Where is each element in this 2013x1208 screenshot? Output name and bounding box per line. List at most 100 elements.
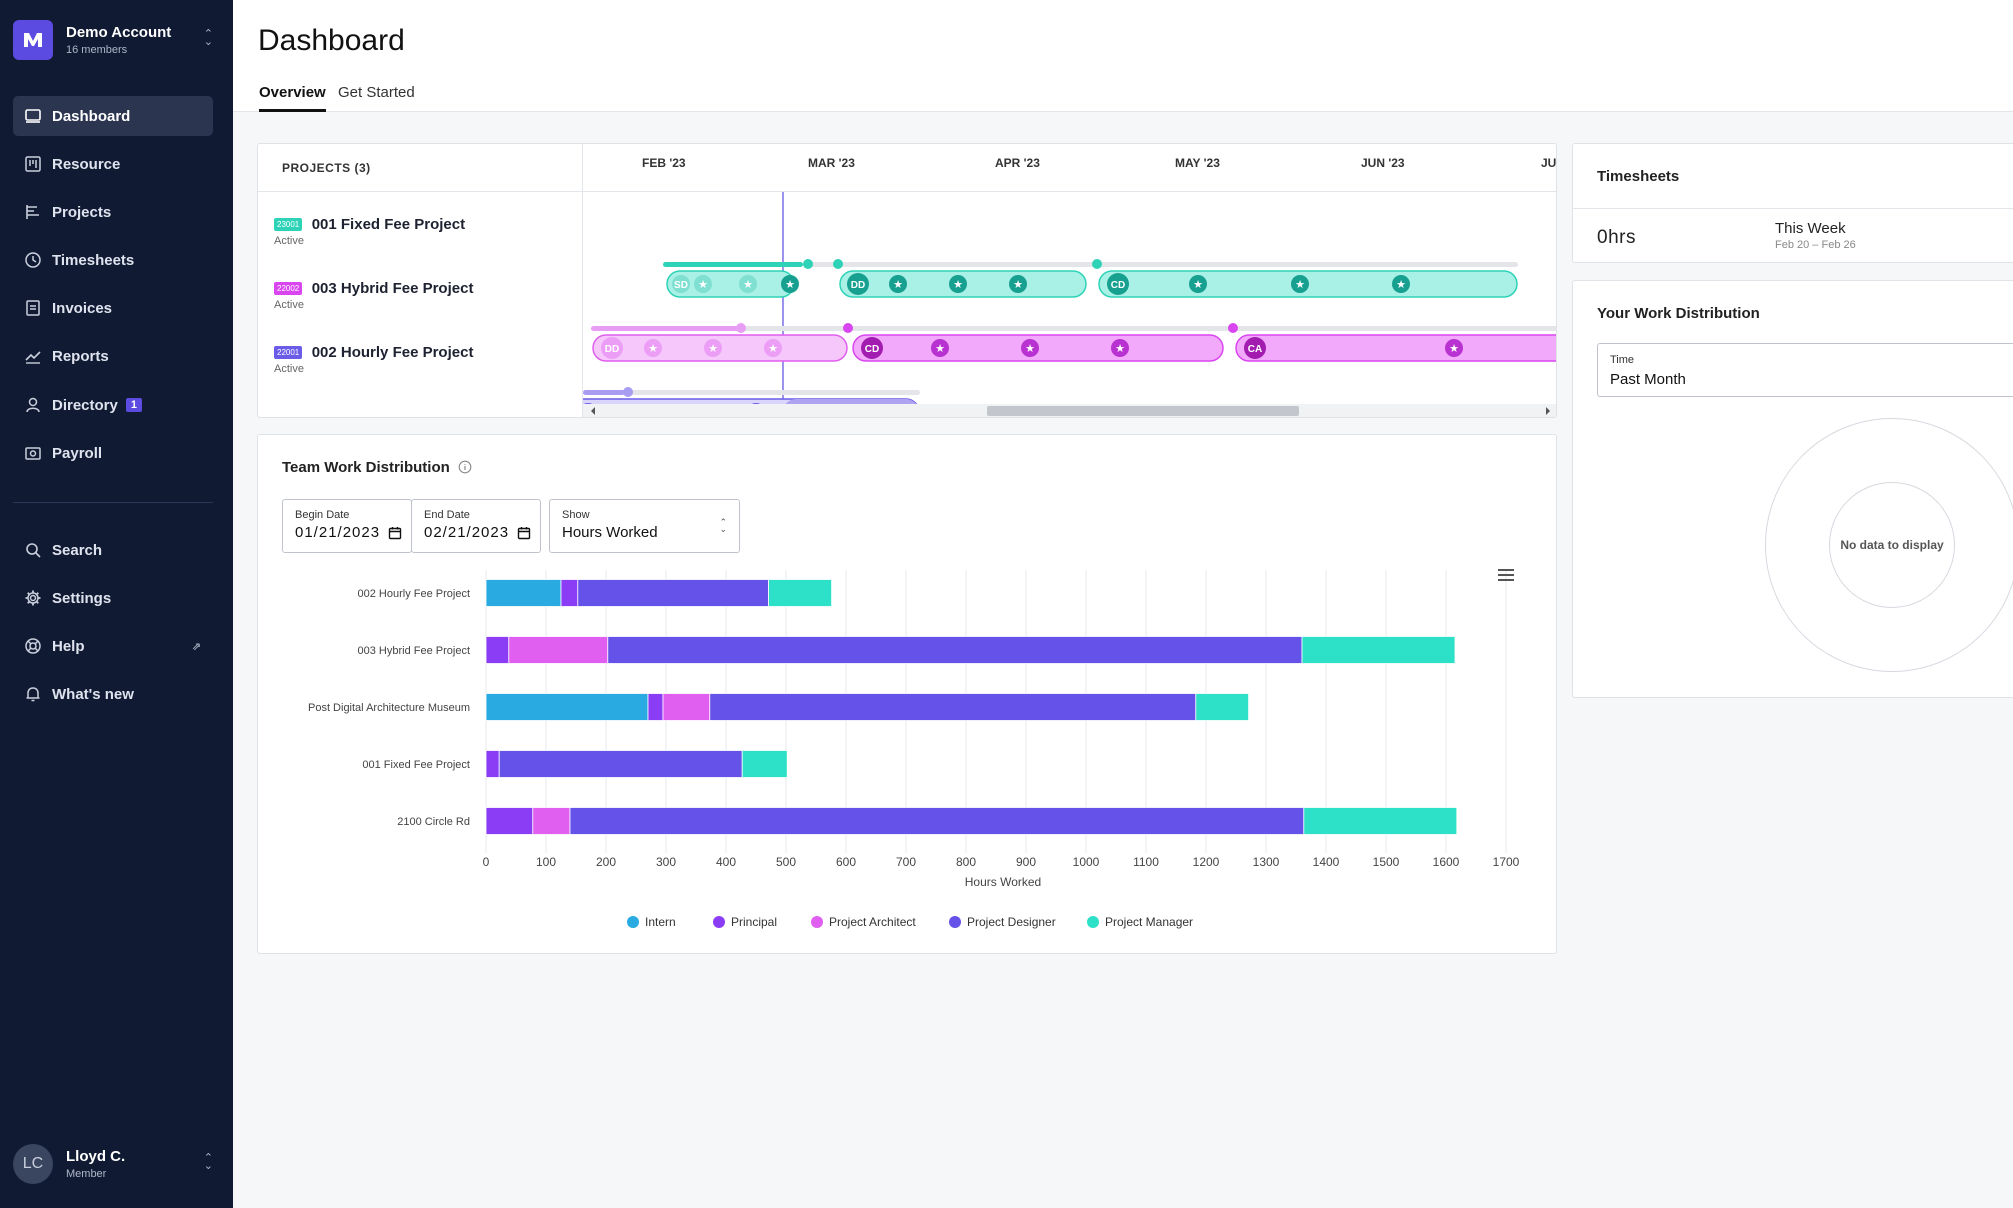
timeline-scrollbar[interactable]	[583, 404, 1557, 418]
scrollbar-thumb[interactable]	[987, 406, 1299, 416]
chart-menu-icon[interactable]	[1498, 569, 1514, 581]
bar-segment	[662, 693, 711, 721]
nav-label: What's new	[52, 685, 134, 703]
month-label: APR '23	[995, 156, 1040, 170]
scroll-right-icon[interactable]	[1546, 407, 1550, 415]
tab-get-started[interactable]: Get Started	[338, 84, 415, 101]
tab-overview[interactable]: Overview	[259, 84, 326, 112]
phase-label-dd: DD	[605, 344, 619, 355]
user-menu[interactable]: LC Lloyd C. Member ⌃ ⌄	[13, 1142, 213, 1186]
phase-badge	[672, 275, 690, 293]
legend-marker	[949, 916, 961, 928]
bar-segment	[485, 636, 510, 664]
nav-resource[interactable]: Resource	[13, 144, 213, 184]
show-label: Show	[562, 509, 590, 521]
phase-badge	[601, 337, 623, 359]
timesheets-card[interactable]: Timesheets 0hrs This Week Feb 20 – Feb 2…	[1572, 143, 2013, 263]
project-code: 22002	[274, 282, 303, 296]
milestone-star-icon	[1021, 339, 1039, 357]
bar-segment	[709, 693, 1197, 721]
show-select[interactable]: Show Hours Worked ⌃ ⌄	[549, 499, 740, 553]
timesheets-hours: 0hrs	[1597, 227, 1636, 248]
invoice-marker[interactable]	[1228, 323, 1238, 333]
time-select-value: Past Month	[1610, 371, 1686, 388]
project-row[interactable]: 22001 002 Hourly Fee Project Active	[274, 344, 473, 375]
invoice-marker[interactable]	[1092, 259, 1102, 269]
nav-directory[interactable]: Directory 1	[13, 385, 213, 425]
project-name[interactable]: 003 Hybrid Fee Project	[311, 280, 474, 298]
phase-bar-ca[interactable]	[1235, 334, 1557, 362]
invoice-marker[interactable]	[843, 323, 853, 333]
account-name: Demo Account	[66, 24, 172, 41]
bar-segment	[577, 579, 769, 607]
star-glyph: ★	[1295, 279, 1305, 291]
time-select[interactable]: Time Past Month	[1597, 343, 2013, 397]
chart-category-labels: 002 Hourly Fee Project 003 Hybrid Fee Pro…	[308, 588, 470, 828]
invoice-marker[interactable]	[803, 259, 813, 269]
team-work-title: Team Work Distribution	[282, 459, 472, 476]
x-tick-label: 1400	[1313, 855, 1340, 869]
user-role: Member	[66, 1168, 107, 1180]
star-glyph: ★	[708, 343, 718, 355]
nav-invoices[interactable]: Invoices	[13, 288, 213, 328]
begin-date-field[interactable]: Begin Date 01/21/2023	[282, 499, 412, 553]
bell-icon	[26, 687, 40, 702]
project-name[interactable]: 001 Fixed Fee Project	[311, 216, 466, 234]
gantt-timeline[interactable]: SD DD CD ★ ★ ★ ★ ★ ★ ★ ★ ★ DD CD CA ★ ★ ★ ★ ★ ★ ★	[583, 192, 1557, 418]
project-name[interactable]: 002 Hourly Fee Project	[311, 344, 474, 362]
nav-dashboard[interactable]: Dashboard	[13, 96, 213, 136]
milestone-star-icon	[1189, 275, 1207, 293]
milestone-star-icon	[704, 339, 722, 357]
project-status: Active	[274, 299, 304, 311]
invoice-marker[interactable]	[736, 323, 746, 333]
x-tick-label: 800	[956, 855, 976, 869]
nav-settings[interactable]: Settings	[13, 578, 213, 618]
invoice-marker[interactable]	[623, 387, 633, 397]
x-tick-label: 1000	[1073, 855, 1100, 869]
end-date-value[interactable]: 02/21/2023	[424, 524, 510, 541]
nav-help[interactable]: Help ⇗	[13, 626, 213, 666]
legend-marker	[811, 916, 823, 928]
timesheets-period: This Week	[1775, 220, 1846, 237]
month-label: MAY '23	[1175, 156, 1220, 170]
chart-x-axis-label: Hours Worked	[965, 875, 1041, 889]
project-row[interactable]: 22002 003 Hybrid Fee Project Active	[274, 280, 473, 311]
account-switcher[interactable]: Demo Account 16 members ⌃ ⌄	[13, 18, 213, 62]
time-select-label: Time	[1610, 354, 1635, 366]
page-header: Dashboard Overview Get Started	[233, 0, 2013, 112]
calendar-icon[interactable]	[517, 526, 531, 540]
project-row[interactable]: 23001 001 Fixed Fee Project Active	[274, 216, 465, 247]
nav-payroll[interactable]: Payroll	[13, 433, 213, 473]
star-glyph: ★	[953, 279, 963, 291]
scroll-left-icon[interactable]	[591, 407, 595, 415]
x-tick-label: 900	[1016, 855, 1036, 869]
phase-label-cd: CD	[865, 344, 879, 355]
show-value: Hours Worked	[562, 524, 658, 541]
chart-bars	[485, 579, 1458, 835]
nav-projects[interactable]: Projects	[13, 192, 213, 232]
info-icon[interactable]	[458, 460, 472, 474]
gantt-row-hybrid-fee[interactable]: DD CD CA ★ ★ ★ ★ ★ ★ ★	[591, 323, 1557, 362]
gear-icon	[25, 590, 41, 606]
nav-reports[interactable]: Reports	[13, 336, 213, 376]
invoice-marker[interactable]	[833, 259, 843, 269]
bar-segment	[741, 750, 788, 778]
nav-label: Settings	[52, 589, 112, 607]
bar-segment	[485, 750, 500, 778]
phase-badge	[1107, 273, 1129, 295]
milestone-star-icon	[644, 339, 662, 357]
x-tick-label: 1500	[1373, 855, 1400, 869]
calendar-icon[interactable]	[388, 526, 402, 540]
nav-label: Dashboard	[52, 107, 131, 125]
gantt-row-fixed-fee[interactable]: SD DD CD ★ ★ ★ ★ ★ ★ ★ ★ ★	[663, 259, 1518, 298]
nav-timesheets[interactable]: Timesheets	[13, 240, 213, 280]
x-tick-label: 0	[483, 855, 490, 869]
user-name: Lloyd C.	[66, 1148, 126, 1165]
nav-search[interactable]: Search	[13, 530, 213, 570]
bar-segment	[1303, 807, 1458, 835]
dashboard-icon	[25, 109, 41, 123]
x-tick-label: 600	[836, 855, 856, 869]
nav-whats-new[interactable]: What's new	[13, 674, 213, 714]
begin-date-value[interactable]: 01/21/2023	[295, 524, 381, 541]
end-date-field[interactable]: End Date 02/21/2023	[411, 499, 541, 553]
